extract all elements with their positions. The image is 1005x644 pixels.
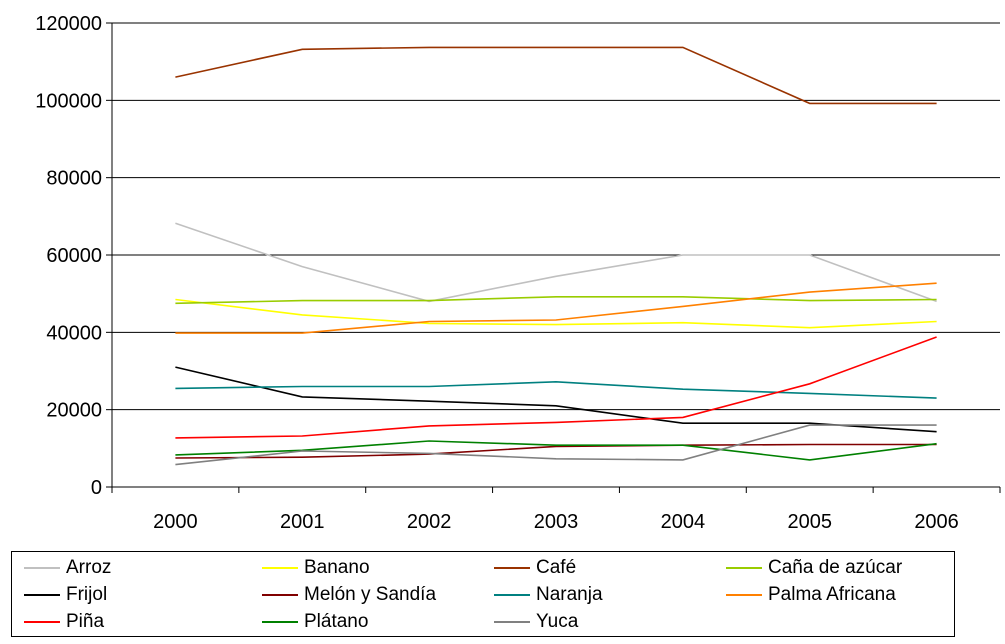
- series-line: [175, 298, 937, 329]
- series-line: [175, 380, 937, 399]
- series-line: [175, 222, 937, 303]
- legend-label: Arroz: [66, 557, 112, 578]
- gridlines: [112, 22, 1000, 411]
- legend-item: Frijol: [24, 582, 107, 608]
- legend-item: Naranja: [494, 582, 603, 608]
- x-tick-label: 2005: [787, 511, 832, 533]
- legend-item: Arroz: [24, 555, 111, 581]
- x-tick-label: 2004: [661, 511, 706, 533]
- y-tick-label: 100000: [35, 90, 102, 112]
- legend-label: Naranja: [536, 584, 603, 605]
- legend-swatch: [494, 567, 530, 569]
- legend-swatch: [494, 621, 530, 623]
- legend-swatch: [24, 594, 60, 596]
- series-line: [175, 295, 937, 305]
- legend-label: Piña: [66, 611, 105, 632]
- legend-label: Banano: [304, 557, 370, 578]
- legend-item: Plátano: [262, 609, 368, 635]
- legend-swatch: [24, 621, 60, 623]
- legend-swatch: [262, 567, 298, 569]
- legend-item: Caña de azúcar: [726, 555, 902, 581]
- x-axis-ticks: 2000 2001 2002 2003 2004 2005 2006: [111, 487, 1001, 533]
- series-lines: [175, 46, 937, 466]
- x-tick-label: 2002: [407, 511, 452, 533]
- legend-label: Melón y Sandía: [304, 584, 437, 605]
- legend-swatch: [494, 594, 530, 596]
- x-tick-label: 2000: [153, 511, 198, 533]
- y-tick-label: 80000: [46, 168, 102, 190]
- legend-item: Melón y Sandía: [262, 582, 436, 608]
- legend: Arroz Banano Café Caña de azúcar Frijol Melón…: [11, 551, 955, 637]
- legend-item: Palma Africana: [726, 582, 896, 608]
- legend-item: Café: [494, 555, 576, 581]
- legend-label: Frijol: [66, 584, 108, 605]
- legend-label: Caña de azúcar: [768, 557, 903, 578]
- legend-label: Plátano: [304, 611, 369, 632]
- legend-swatch: [726, 594, 762, 596]
- y-tick-label: 0: [91, 477, 102, 499]
- legend-item: Banano: [262, 555, 370, 581]
- legend-swatch: [24, 567, 60, 569]
- series-line: [175, 443, 937, 459]
- y-tick-label: 40000: [46, 322, 102, 344]
- x-tick-label: 2006: [914, 511, 959, 533]
- legend-label: Café: [536, 557, 577, 578]
- y-tick-label: 120000: [35, 13, 102, 35]
- legend-label: Yuca: [536, 611, 579, 632]
- series-line: [175, 424, 937, 466]
- legend-item: Yuca: [494, 609, 578, 635]
- legend-swatch: [726, 567, 762, 569]
- legend-swatch: [262, 594, 298, 596]
- series-line: [175, 336, 937, 439]
- legend-swatch: [262, 621, 298, 623]
- legend-item: Piña: [24, 609, 104, 635]
- x-tick-label: 2001: [280, 511, 325, 533]
- series-line: [175, 282, 937, 334]
- series-line: [175, 366, 937, 433]
- x-tick-label: 2003: [534, 511, 579, 533]
- y-tick-label: 60000: [46, 245, 102, 267]
- y-tick-label: 20000: [46, 400, 102, 422]
- series-line: [175, 46, 937, 105]
- legend-label: Palma Africana: [768, 584, 896, 605]
- y-axis-ticks: 0 20000 40000 60000 80000 100000 120000: [35, 13, 112, 499]
